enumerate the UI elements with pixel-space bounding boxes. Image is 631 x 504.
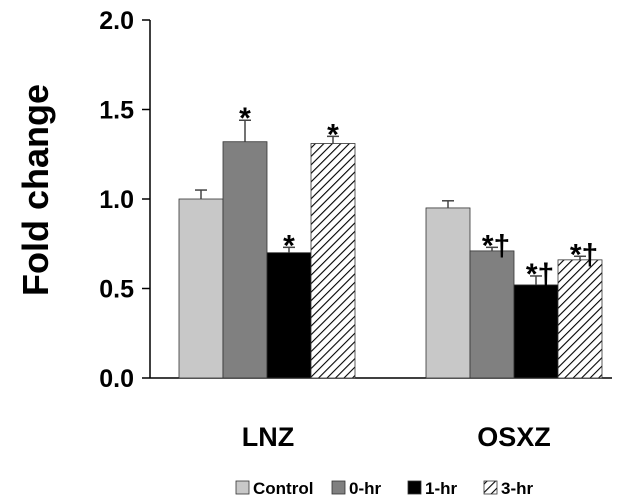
bar-1-hr-osxz	[513, 284, 559, 379]
y-tick-label: 0.5	[99, 276, 134, 304]
bar-0-hr-osxz	[469, 250, 515, 379]
y-tick-label: 1.5	[99, 97, 134, 125]
legend-label: 3-hr	[501, 479, 534, 498]
legend-swatch	[483, 480, 498, 495]
bar-control-osxz	[425, 207, 471, 379]
significance-marker: *	[239, 102, 251, 135]
bar-3-hr-lnz	[310, 143, 356, 379]
plot-area: 0.0 0.5 1.0 1.5 2.0 * * * LNZ *† *† *† OSXZ Control 0-…	[99, 7, 612, 498]
legend-label: 1-hr	[425, 479, 458, 498]
y-axis-label: Fold change	[15, 84, 56, 296]
bar-3-hr-osxz	[557, 259, 603, 379]
legend-label: Control	[253, 479, 313, 498]
bar-0-hr-lnz	[222, 141, 268, 379]
y-tick-label: 2.0	[99, 7, 134, 35]
significance-marker: *	[283, 229, 295, 262]
y-tick-label: 0.0	[99, 365, 134, 393]
bar-1-hr-lnz	[266, 252, 312, 379]
legend-label: 0-hr	[349, 479, 382, 498]
significance-marker: *†	[570, 238, 598, 271]
legend-swatch	[407, 480, 422, 495]
significance-marker: *†	[482, 229, 510, 262]
category-label: OSXZ	[477, 422, 551, 452]
bar-control-lnz	[178, 198, 224, 379]
y-tick-label: 1.0	[99, 186, 134, 214]
significance-marker: *	[327, 118, 339, 151]
legend-swatch	[331, 480, 346, 495]
category-label: LNZ	[242, 422, 294, 452]
significance-marker: *†	[526, 258, 554, 291]
legend-swatch	[235, 480, 250, 495]
